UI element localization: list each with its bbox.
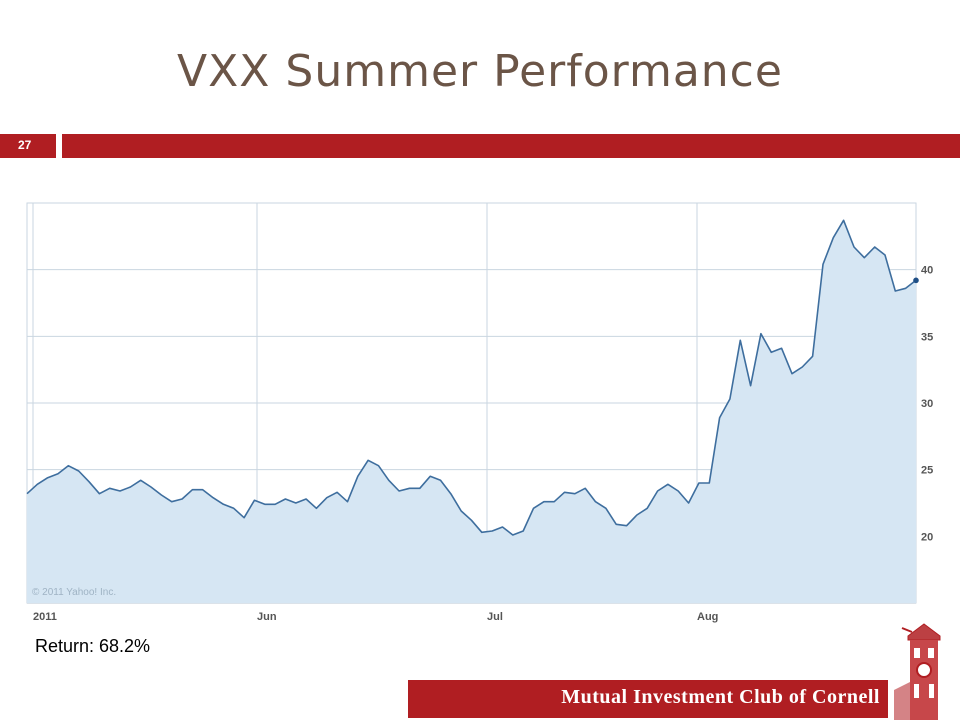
y-tick-label: 25 — [921, 465, 933, 477]
yahoo-watermark: © 2011 Yahoo! Inc. — [32, 587, 116, 598]
header-bar — [62, 134, 960, 158]
footer-text: Mutual Investment Club of Cornell — [561, 686, 880, 708]
price-line — [26, 219, 917, 536]
cornell-tower-logo — [894, 623, 941, 720]
y-tick-label: 30 — [921, 398, 933, 410]
y-tick-labels: 20 25 30 35 40 — [921, 265, 933, 544]
x-tick-label: Jul — [487, 611, 503, 623]
x-tick-label: Jun — [257, 611, 277, 623]
y-tick-label: 40 — [921, 265, 933, 277]
price-area — [27, 220, 916, 604]
vxx-chart: © 2011 Yahoo! Inc. 2011 Jun Jul Aug 20 25 30 3… — [26, 202, 933, 623]
slide-number-box: 27 — [0, 134, 56, 158]
footer-bar: Mutual Investment Club of Cornell — [408, 680, 888, 718]
y-tick-label: 35 — [921, 331, 933, 343]
slide-number: 27 — [18, 138, 32, 152]
y-tick-label: 20 — [921, 531, 933, 543]
x-tick-labels: 2011 Jun Jul Aug — [33, 611, 718, 623]
x-tick-label: 2011 — [33, 611, 57, 623]
x-tick-label: Aug — [697, 611, 718, 623]
slide-title: VXX Summer Performance — [177, 46, 783, 97]
return-label: Return: 68.2% — [35, 636, 151, 656]
last-price-point — [913, 277, 919, 284]
